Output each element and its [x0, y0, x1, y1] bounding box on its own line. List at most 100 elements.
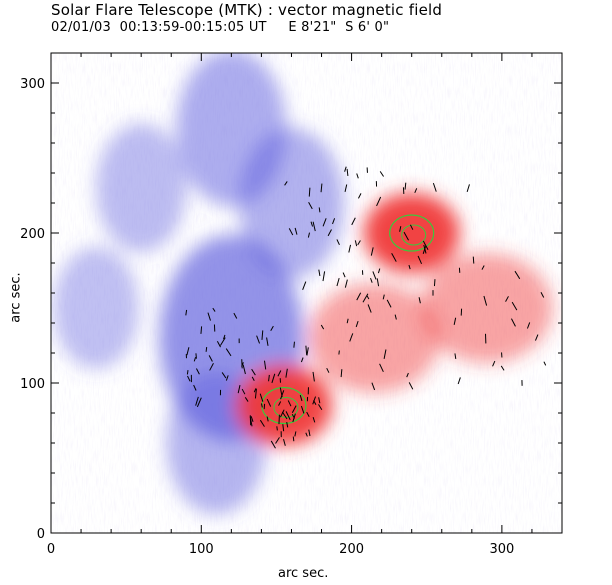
field-vector	[216, 341, 221, 348]
field-vector	[403, 231, 409, 241]
field-vector	[511, 301, 518, 311]
image-area	[51, 53, 562, 533]
field-vector	[342, 272, 346, 278]
field-vector	[249, 416, 253, 427]
contour-line	[389, 214, 435, 252]
y-tick-label: 200	[20, 227, 45, 242]
field-vector	[223, 334, 226, 340]
field-vector	[233, 312, 238, 319]
field-vector	[294, 227, 298, 235]
field-vector	[310, 221, 314, 227]
field-vector	[312, 396, 317, 405]
field-vector	[278, 401, 282, 406]
field-vector	[281, 411, 288, 420]
field-vector	[305, 432, 308, 437]
positive-region	[363, 193, 460, 273]
field-vector	[320, 183, 323, 193]
field-vector	[195, 396, 199, 406]
field-vector	[312, 371, 315, 382]
field-vector	[187, 375, 191, 382]
field-vector	[383, 349, 387, 359]
field-vector	[356, 292, 362, 301]
contour-line	[401, 224, 427, 246]
field-vector	[514, 270, 521, 280]
field-vector	[367, 304, 372, 313]
field-vector	[307, 232, 310, 238]
field-vector	[212, 307, 216, 312]
field-vector	[288, 228, 294, 236]
field-vector	[357, 193, 362, 199]
field-vector	[251, 368, 256, 376]
field-vector	[241, 362, 244, 367]
field-vector	[186, 370, 189, 375]
field-vector	[299, 394, 303, 402]
field-vector	[306, 411, 310, 417]
field-vector	[366, 295, 370, 300]
field-vector	[340, 369, 343, 378]
field-vector	[540, 292, 545, 298]
field-vector	[379, 363, 384, 373]
field-vector	[279, 409, 285, 418]
field-vector	[244, 397, 249, 402]
field-vector	[543, 361, 547, 366]
field-vector	[414, 188, 418, 194]
field-vector	[391, 253, 397, 262]
field-vector	[472, 256, 475, 264]
negative-region	[53, 247, 139, 369]
field-vector	[259, 393, 264, 402]
field-vector	[237, 384, 241, 394]
field-vector	[376, 278, 380, 287]
field-vector	[270, 440, 276, 449]
field-vector	[285, 368, 288, 378]
field-vector	[270, 325, 274, 332]
field-vector	[221, 372, 227, 379]
field-vector	[404, 182, 407, 190]
field-vector	[320, 324, 325, 330]
field-vector	[287, 400, 292, 407]
field-vector	[193, 357, 197, 362]
field-vector	[308, 429, 311, 437]
field-vector	[292, 436, 295, 442]
field-vector	[379, 171, 385, 177]
field-vector	[266, 337, 269, 346]
x-tick-label: 100	[189, 542, 214, 557]
field-vector	[318, 207, 321, 213]
field-vector	[286, 421, 289, 428]
field-vector	[422, 240, 429, 250]
field-vector	[282, 424, 285, 432]
field-vector	[370, 277, 373, 283]
field-vector	[225, 348, 232, 357]
field-vector	[251, 376, 255, 382]
field-vector	[386, 299, 392, 308]
field-vector	[505, 296, 509, 302]
field-vector	[256, 335, 261, 344]
field-vector	[453, 317, 457, 325]
field-vector	[327, 229, 332, 237]
field-vector	[305, 345, 308, 356]
field-vector	[280, 390, 285, 400]
field-vector	[195, 353, 197, 359]
field-vector	[306, 347, 309, 356]
field-vector	[284, 181, 288, 186]
field-vector	[300, 357, 304, 363]
field-vector	[355, 320, 359, 328]
field-vector	[348, 244, 352, 253]
field-vector	[376, 196, 382, 207]
field-vector	[408, 382, 414, 390]
field-vector	[196, 397, 202, 408]
field-vector	[322, 218, 327, 227]
plot-title: Solar Flare Telescope (MTK) : vector mag…	[51, 1, 443, 19]
positive-region	[308, 283, 441, 393]
polarity-regions	[53, 53, 553, 515]
field-vector	[193, 384, 197, 391]
field-vector	[351, 217, 356, 226]
field-vector	[322, 271, 326, 282]
x-tick-label: 200	[339, 542, 364, 557]
y-tick-label: 300	[20, 77, 45, 92]
field-vector	[372, 271, 377, 280]
field-vector	[186, 347, 190, 356]
negative-region	[96, 123, 187, 253]
field-vector	[263, 360, 267, 370]
field-vector	[371, 382, 376, 391]
field-vector	[242, 364, 246, 375]
